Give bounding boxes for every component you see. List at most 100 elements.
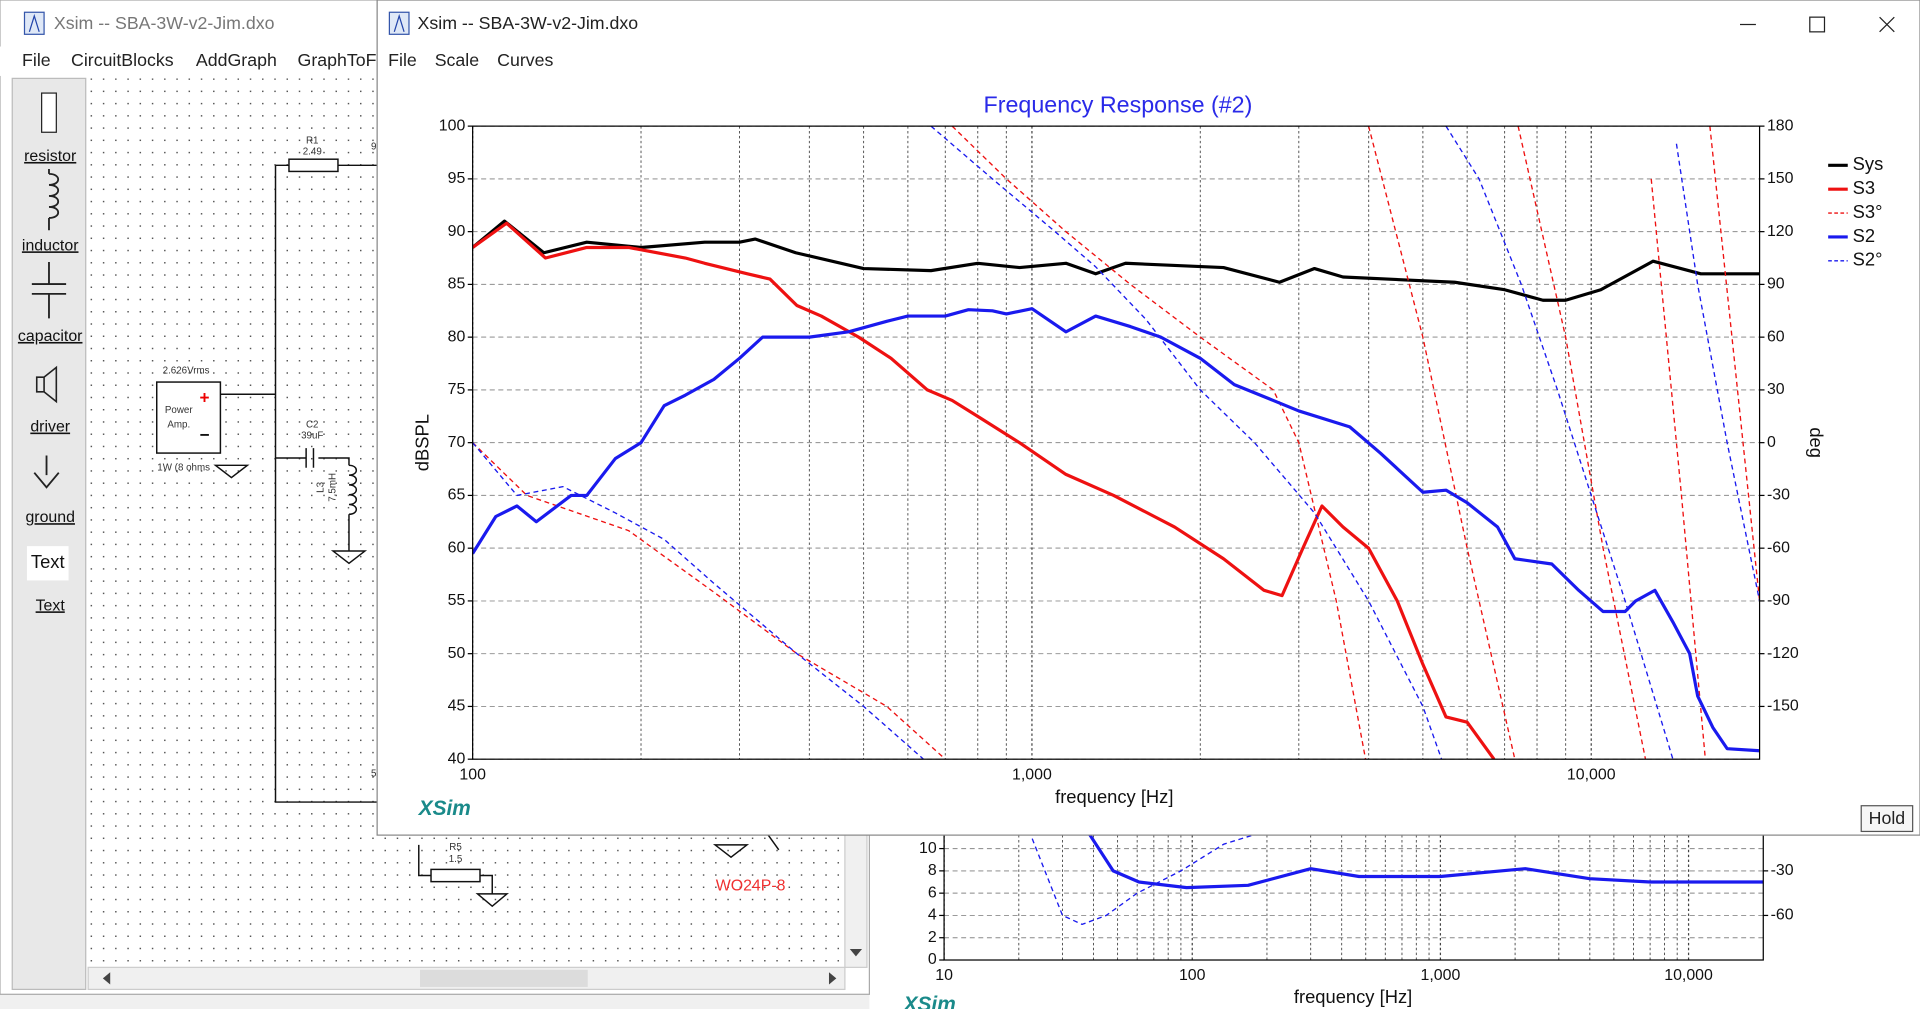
component-value: 2.626Vrms [163,366,210,377]
toolbox [11,77,87,991]
graph-window: Xsim -- SBA-3W-v2-Jim.dxo File Scale Cur… [376,0,1920,836]
inductor-icon[interactable] [48,168,60,231]
tool-label[interactable]: Text [31,551,65,572]
y2-axis-label: deg [1806,427,1827,458]
series-line [472,307,1760,753]
window-title: Xsim -- SBA-3W-v2-Jim.dxo [54,13,275,33]
y-tick-label: 65 [448,487,466,504]
y-tick-label: 10 [919,840,937,857]
plot-lines [472,126,1760,760]
component-value: 1W (8 ohms [157,462,210,473]
x-axis-label: frequency [Hz] [1294,986,1412,1007]
menu-item[interactable]: Scale [435,50,480,70]
y2-tick-label: 90 [1767,276,1785,293]
y-tick-label: 2 [928,929,937,946]
y-tick-label: 4 [928,907,937,924]
y-tick-label: 55 [448,592,466,609]
y-tick-label: 0 [928,951,937,968]
y2-tick-label: -150 [1767,698,1799,715]
y-tick-label: 60 [448,539,466,556]
component-value: 1.5 [449,854,463,865]
x-tick-label: 100 [459,766,486,783]
hold-label[interactable]: Hold [1869,808,1906,828]
menu-item[interactable]: CircuitBlocks [71,50,174,70]
tool-label[interactable]: capacitor [18,328,83,345]
maximize-button[interactable] [1809,16,1826,33]
tool-label[interactable]: ground [25,509,75,526]
minus-sign: − [199,424,209,444]
driver-label: WO24P-8 [716,878,786,895]
resistor-icon[interactable] [41,92,57,133]
menu-item[interactable]: AddGraph [196,50,277,70]
y2-tick-label: 150 [1767,170,1794,187]
y-tick-label: 90 [448,223,466,240]
watermark: XSim [903,993,956,1009]
menu-item[interactable]: GraphToFr [298,50,383,70]
circuit-wires [156,158,780,908]
y2-tick-label: 0 [1767,434,1776,451]
menu-item[interactable]: Curves [497,50,553,70]
capacitor-icon[interactable] [31,262,67,319]
y2-tick-label: -120 [1767,645,1799,662]
watermark: XSim [418,797,471,820]
y-tick-label: 50 [448,645,466,662]
close-button[interactable] [1879,16,1895,33]
y-axis-label: dBSPL [412,414,433,471]
y2-tick-label: -60 [1767,539,1790,556]
series-line [1086,831,1764,890]
component-value: 39uF [301,431,323,442]
y-tick-label: 45 [448,698,466,715]
y2-tick-label: -30 [1771,862,1794,879]
h-scroll-thumb[interactable] [420,969,588,987]
legend-label: Sys [1853,153,1884,174]
series-line [472,126,1760,760]
ground-icon[interactable] [33,455,60,489]
y-tick-label: 6 [928,884,937,901]
tool-label[interactable]: driver [30,419,70,436]
plus-sign: + [199,388,209,408]
app-icon-glyph [393,13,405,33]
series-line [1028,830,1268,926]
app-icon [388,11,410,35]
text-tool-bg[interactable] [26,546,69,581]
x-tick-label: 1,000 [1420,967,1460,984]
y2-tick-label: 60 [1767,328,1785,345]
component-value: 2.49 [303,146,322,157]
tool-label[interactable]: inductor [22,237,79,254]
window-title: Xsim -- SBA-3W-v2-Jim.dxo [418,13,639,33]
series-line [472,219,1760,302]
driver-icon[interactable] [35,365,58,404]
y-tick-label: 95 [448,170,466,187]
y2-tick-label: 30 [1767,381,1785,398]
component-label: Power [165,405,193,416]
y-tick-label: 100 [439,117,466,134]
tool-label[interactable]: resistor [24,148,77,165]
component-label: R1 [306,135,319,146]
component-label: L3 [315,481,326,492]
y2-tick-label: 120 [1767,223,1794,240]
y-tick-label: 75 [448,381,466,398]
x-tick-label: 100 [1179,967,1206,984]
y-tick-label: 8 [928,862,937,879]
tool-label[interactable]: Text [36,597,66,614]
series-line [472,126,1760,760]
component-label: C2 [306,420,319,431]
legend-label: S2 [1853,225,1875,246]
y-tick-label: 80 [448,328,466,345]
y-tick-label: 70 [448,434,466,451]
y-tick-label: 85 [448,276,466,293]
y2-tick-label: -90 [1767,592,1790,609]
menu-item[interactable]: File [22,50,51,70]
component-label: 9 [371,142,376,153]
series-line [472,221,1496,760]
chart-title: Frequency Response (#2) [984,92,1253,118]
hold-button[interactable] [1860,805,1914,833]
plot-lines [1028,830,1764,926]
y2-tick-label: -60 [1771,907,1794,924]
legend-label: S3° [1853,201,1883,222]
component-label: R5 [449,842,462,853]
menu-item[interactable]: File [388,50,417,70]
legend-label: S3 [1853,177,1875,198]
scroll-arrow[interactable] [849,948,863,957]
